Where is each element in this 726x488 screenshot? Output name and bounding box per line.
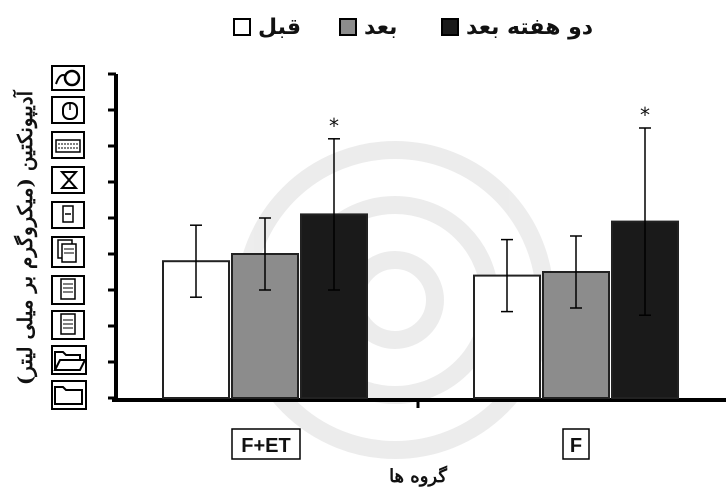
keyboard-icon[interactable] — [51, 131, 85, 159]
document-icon[interactable] — [51, 275, 85, 305]
plot-area: ** — [108, 72, 726, 408]
folder-icon[interactable] — [51, 380, 87, 410]
webcam-icon[interactable] — [51, 65, 85, 91]
mouse-icon[interactable] — [51, 96, 85, 124]
significance-marker: * — [640, 103, 650, 127]
x-tick-f-et: F+ET — [231, 428, 301, 460]
x-tick-f: F — [562, 428, 590, 460]
legend-label-after: بعد — [364, 15, 397, 40]
legend-swatch-before — [233, 18, 251, 36]
storage-card-icon[interactable] — [51, 201, 85, 229]
x-axis-label: گروه ها — [389, 465, 447, 487]
y-axis-label: آدیپونکتین (میکروگرم بر میلی لیتر) — [12, 89, 38, 385]
bar — [162, 260, 230, 400]
legend: قبل بعد دو هفته بعد — [233, 15, 593, 40]
legend-swatch-after — [339, 18, 357, 36]
documents-icon[interactable] — [51, 236, 85, 268]
x-tick-label-f: F — [570, 435, 582, 457]
legend-label-before: قبل — [258, 15, 301, 40]
icon-toolbar — [51, 65, 87, 410]
legend-label-two-weeks-after: دو هفته بعد — [466, 15, 593, 40]
x-tick-label-f-et: F+ET — [241, 435, 290, 457]
significance-marker: * — [329, 114, 339, 138]
legend-swatch-two-weeks-after — [441, 18, 459, 36]
document-icon[interactable] — [51, 310, 85, 340]
hourglass-icon[interactable] — [51, 166, 85, 194]
open-folder-icon[interactable] — [51, 345, 87, 375]
